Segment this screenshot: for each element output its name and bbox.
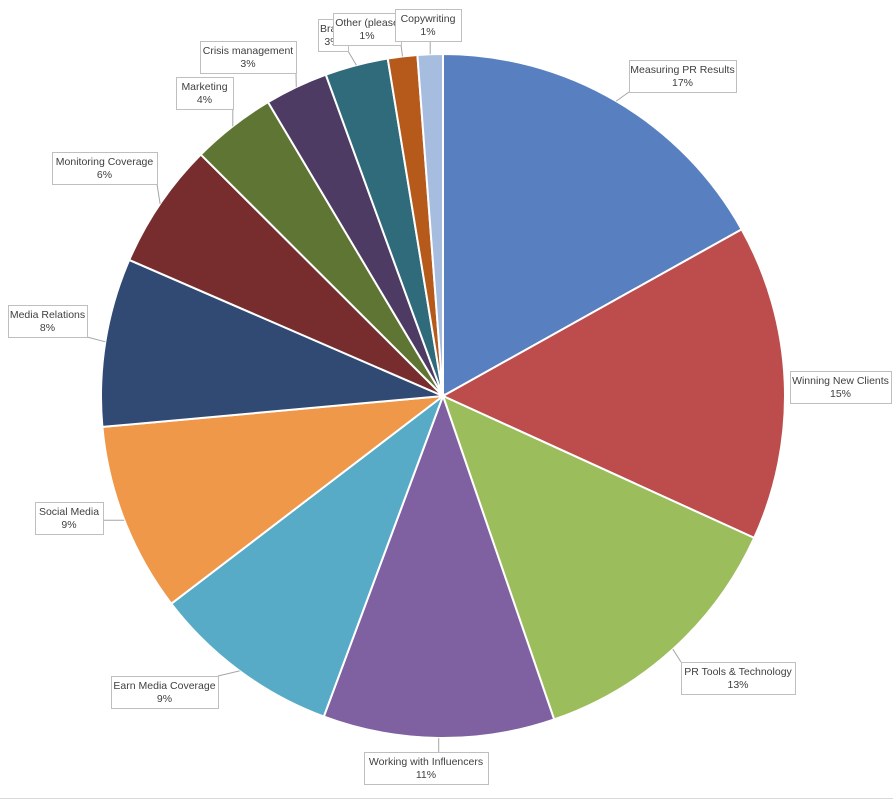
data-label-percent: 3% xyxy=(240,58,255,70)
leader-line xyxy=(615,91,630,102)
pie-slices xyxy=(100,52,786,739)
pie-slice-media-relations xyxy=(100,258,444,429)
data-label-percent: 1% xyxy=(359,30,374,42)
pie-slice-pr-tools-technology xyxy=(441,394,756,721)
data-label-category: Measuring PR Results xyxy=(630,64,734,76)
data-label-category: Copywriting xyxy=(401,13,456,25)
data-label-percent: 9% xyxy=(157,693,172,705)
leader-line xyxy=(86,336,106,343)
data-label-box xyxy=(176,77,234,110)
data-label-percent: 1% xyxy=(420,26,435,38)
data-label-category: Monitoring Coverage xyxy=(56,156,154,168)
data-label-category: Bra xyxy=(320,23,337,35)
pie-slice-earn-media-coverage xyxy=(169,393,446,718)
data-label-category: Earn Media Coverage xyxy=(113,680,215,692)
data-label-percent: 4% xyxy=(197,94,212,106)
data-label-percent: 9% xyxy=(61,519,76,531)
pie-slice-measuring-pr-results xyxy=(442,52,744,398)
leader-line xyxy=(400,44,403,57)
data-label-box xyxy=(200,41,297,74)
data-label-box xyxy=(790,371,892,404)
data-label-category: Media Relations xyxy=(10,309,85,321)
leader-line xyxy=(156,183,161,204)
data-label-box xyxy=(333,13,402,46)
data-label-category: Winning New Clients xyxy=(792,375,889,387)
data-label-box xyxy=(35,502,104,535)
data-label-box xyxy=(111,676,219,709)
pie-slice-social-media xyxy=(101,394,447,606)
leader-line xyxy=(672,648,682,663)
data-label-category: Working with Influencers xyxy=(369,756,483,768)
data-label-box xyxy=(8,305,88,338)
data-label-box xyxy=(629,60,737,93)
data-label-category: Crisis management xyxy=(203,45,294,57)
data-label-percent: 6% xyxy=(97,169,112,181)
data-label-box xyxy=(364,752,489,785)
pie-slice-copywriting xyxy=(416,52,444,397)
data-label-percent: 13% xyxy=(727,679,748,691)
data-label-category: Other (please xyxy=(335,17,399,29)
leader-line xyxy=(347,50,357,66)
pie-slice-working-with-influencers xyxy=(322,393,556,739)
leader-line xyxy=(217,670,240,677)
data-label-box xyxy=(395,9,462,42)
data-label-box xyxy=(681,662,796,695)
pie-slice-monitoring-coverage xyxy=(127,153,444,397)
data-label-category: Marketing xyxy=(181,81,227,93)
data-label-box xyxy=(52,152,158,185)
data-label-percent: 17% xyxy=(672,77,693,89)
bottom-divider xyxy=(0,798,893,799)
data-label-percent: 11% xyxy=(416,769,436,781)
data-label-category: PR Tools & Technology xyxy=(684,666,792,678)
data-label-percent: 8% xyxy=(40,322,55,334)
data-label-category: Social Media xyxy=(39,506,99,518)
leader-lines xyxy=(86,41,682,752)
data-label-percent: 15% xyxy=(830,388,851,400)
pie-slice-winning-new-clients xyxy=(440,227,786,540)
